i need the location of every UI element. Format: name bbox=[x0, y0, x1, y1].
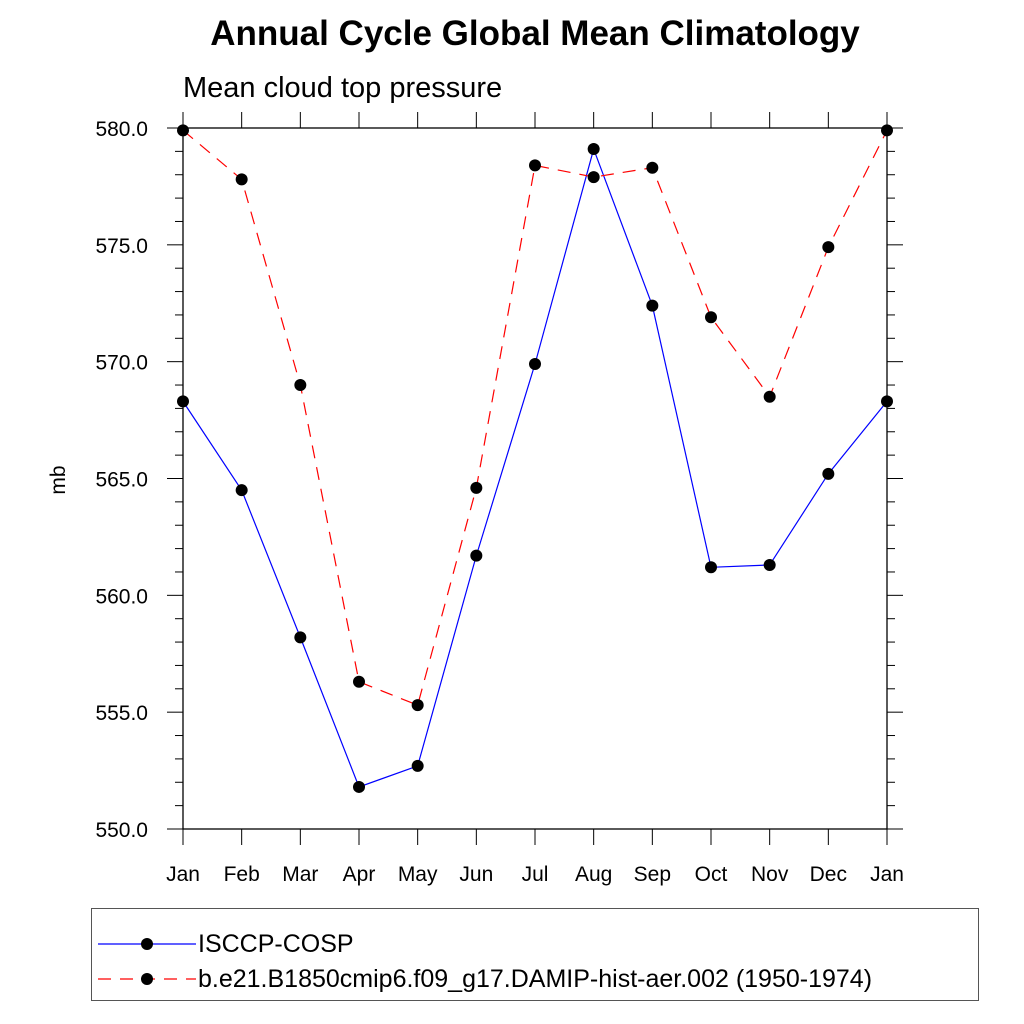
x-tick-label: Feb bbox=[224, 863, 260, 886]
series-0-point bbox=[529, 358, 541, 371]
x-tick-label: Mar bbox=[282, 863, 318, 886]
x-tick-label: May bbox=[398, 863, 438, 886]
y-tick-label: 570.0 bbox=[95, 352, 148, 375]
chart-title: Annual Cycle Global Mean Climatology bbox=[210, 14, 860, 53]
series-0-point bbox=[587, 143, 600, 156]
y-tick-label: 565.0 bbox=[95, 469, 148, 492]
series-0-point bbox=[705, 561, 717, 574]
series-1-point bbox=[822, 241, 835, 254]
y-tick-label: 575.0 bbox=[95, 235, 148, 258]
series-1-point bbox=[587, 171, 600, 184]
y-tick-label: 560.0 bbox=[95, 585, 148, 608]
plot-frame bbox=[182, 127, 888, 830]
x-tick-label: Jun bbox=[459, 863, 493, 886]
series-0-point bbox=[470, 549, 483, 562]
legend: ISCCP-COSP b.e21.B1850cmip6.f09_g17.DAMI… bbox=[91, 908, 979, 1001]
x-tick-label: Aug bbox=[575, 863, 612, 886]
series-line-0 bbox=[182, 147, 888, 788]
legend-marker-isccp bbox=[98, 938, 196, 950]
series-0-point bbox=[294, 631, 307, 644]
legend-item-model: b.e21.B1850cmip6.f09_g17.DAMIP-hist-aer.… bbox=[92, 959, 978, 999]
legend-item-isccp: ISCCP-COSP bbox=[92, 921, 978, 961]
x-tick-label: Nov bbox=[751, 863, 789, 886]
x-tick-label: Jul bbox=[522, 863, 549, 886]
series-1-point bbox=[881, 124, 893, 137]
series-0-point bbox=[881, 395, 893, 408]
y-tick-label: 550.0 bbox=[95, 819, 148, 842]
series-0-point bbox=[763, 558, 776, 571]
series-1-point bbox=[470, 481, 483, 494]
series-1-point bbox=[177, 124, 189, 137]
series-0-point bbox=[822, 467, 835, 480]
series-1-point bbox=[705, 311, 717, 324]
series-1-point bbox=[353, 675, 365, 688]
series-0-point bbox=[235, 484, 248, 497]
series-0-point bbox=[646, 299, 659, 312]
series-0-point bbox=[353, 780, 365, 793]
x-tick-label: Oct bbox=[695, 863, 728, 886]
chart-subtitle: Mean cloud top pressure bbox=[183, 72, 503, 104]
y-tick-label: 555.0 bbox=[95, 702, 148, 725]
series-1-point bbox=[294, 379, 307, 392]
series-line-1 bbox=[182, 129, 888, 706]
x-tick-label: Sep bbox=[634, 863, 671, 886]
series-1-point bbox=[411, 699, 424, 712]
series-0-point bbox=[411, 759, 424, 772]
x-tick-label: Dec bbox=[810, 863, 847, 886]
legend-label-model: b.e21.B1850cmip6.f09_g17.DAMIP-hist-aer.… bbox=[198, 965, 873, 993]
legend-label-isccp: ISCCP-COSP bbox=[198, 930, 354, 958]
x-tick-label: Apr bbox=[343, 863, 376, 886]
series-1-point bbox=[529, 159, 541, 172]
series-0-point bbox=[177, 395, 189, 408]
x-tick-label: Jan bbox=[166, 863, 200, 886]
series-1-point bbox=[235, 173, 248, 186]
series-1-point bbox=[646, 161, 659, 174]
y-tick-label: 580.0 bbox=[95, 118, 148, 141]
legend-marker-model bbox=[98, 973, 196, 985]
x-tick-label: Jan bbox=[870, 863, 904, 886]
series-1-point bbox=[763, 390, 776, 403]
